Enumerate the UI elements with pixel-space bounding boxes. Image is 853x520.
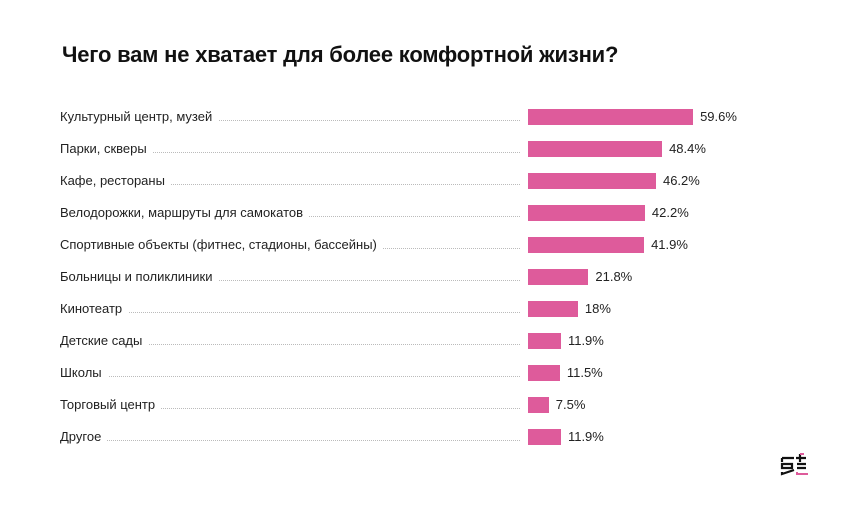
category-label: Школы — [60, 365, 108, 380]
value-label: 11.9% — [567, 429, 604, 444]
category-label: Спортивные объекты (фитнес, стадионы, ба… — [60, 237, 383, 252]
bar — [528, 109, 694, 125]
category-label: Кинотеатр — [60, 301, 129, 316]
bar — [528, 301, 578, 317]
chart-title: Чего вам не хватает для более комфортной… — [62, 42, 619, 67]
leader-line — [60, 440, 520, 441]
value-label: 18% — [584, 301, 611, 316]
bar-row: Парки, скверы 48.4% — [60, 139, 820, 159]
category-label: Другое — [60, 429, 108, 444]
leader-line — [60, 408, 520, 409]
leader-line — [60, 152, 520, 153]
bar — [528, 205, 645, 221]
value-label: 42.2% — [651, 205, 689, 220]
bar — [528, 269, 589, 285]
bar — [528, 333, 561, 349]
bar-row: Больницы и поликлиники 21.8% — [60, 267, 820, 287]
bar — [528, 429, 561, 445]
bar-row: Велодорожки, маршруты для самокатов 42.2… — [60, 203, 820, 223]
category-label: Больницы и поликлиники — [60, 269, 219, 284]
leader-line — [60, 312, 520, 313]
value-label: 7.5% — [555, 397, 586, 412]
bar — [528, 173, 656, 189]
value-label: 41.9% — [651, 237, 688, 252]
bar-row: Кафе, рестораны 46.2% — [60, 171, 820, 191]
bar-row: Кинотеатр 18% — [60, 299, 820, 319]
bar-row: Детские сады 11.9% — [60, 331, 820, 351]
category-label: Велодорожки, маршруты для самокатов — [60, 205, 310, 220]
bar-row: Спортивные объекты (фитнес, стадионы, ба… — [60, 235, 820, 255]
leader-line — [60, 344, 520, 345]
value-label: 11.9% — [567, 333, 604, 348]
bar-row: Торговый центр 7.5% — [60, 395, 820, 415]
category-label: Культурный центр, музей — [60, 109, 219, 124]
category-label: Торговый центр — [60, 397, 162, 412]
value-label: 11.5% — [566, 365, 603, 380]
leader-line — [60, 376, 520, 377]
leader-line — [60, 184, 520, 185]
bar-row: Школы 11.5% — [60, 363, 820, 383]
bar-row: Другое 11.9% — [60, 427, 820, 447]
value-label: 48.4% — [669, 141, 706, 156]
bar-row: Культурный центр, музей 59.6% — [60, 107, 820, 127]
leader-line — [60, 280, 520, 281]
leader-line — [60, 120, 520, 121]
category-label: Кафе, рестораны — [60, 173, 171, 188]
bar — [528, 237, 645, 253]
value-label: 46.2% — [662, 173, 700, 188]
bar — [528, 397, 549, 413]
bar — [528, 365, 560, 381]
value-label: 59.6% — [700, 109, 737, 124]
brand-logo-icon — [780, 453, 808, 476]
category-label: Детские сады — [60, 333, 149, 348]
value-label: 21.8% — [595, 269, 633, 284]
bar — [528, 141, 663, 157]
category-label: Парки, скверы — [60, 141, 153, 156]
